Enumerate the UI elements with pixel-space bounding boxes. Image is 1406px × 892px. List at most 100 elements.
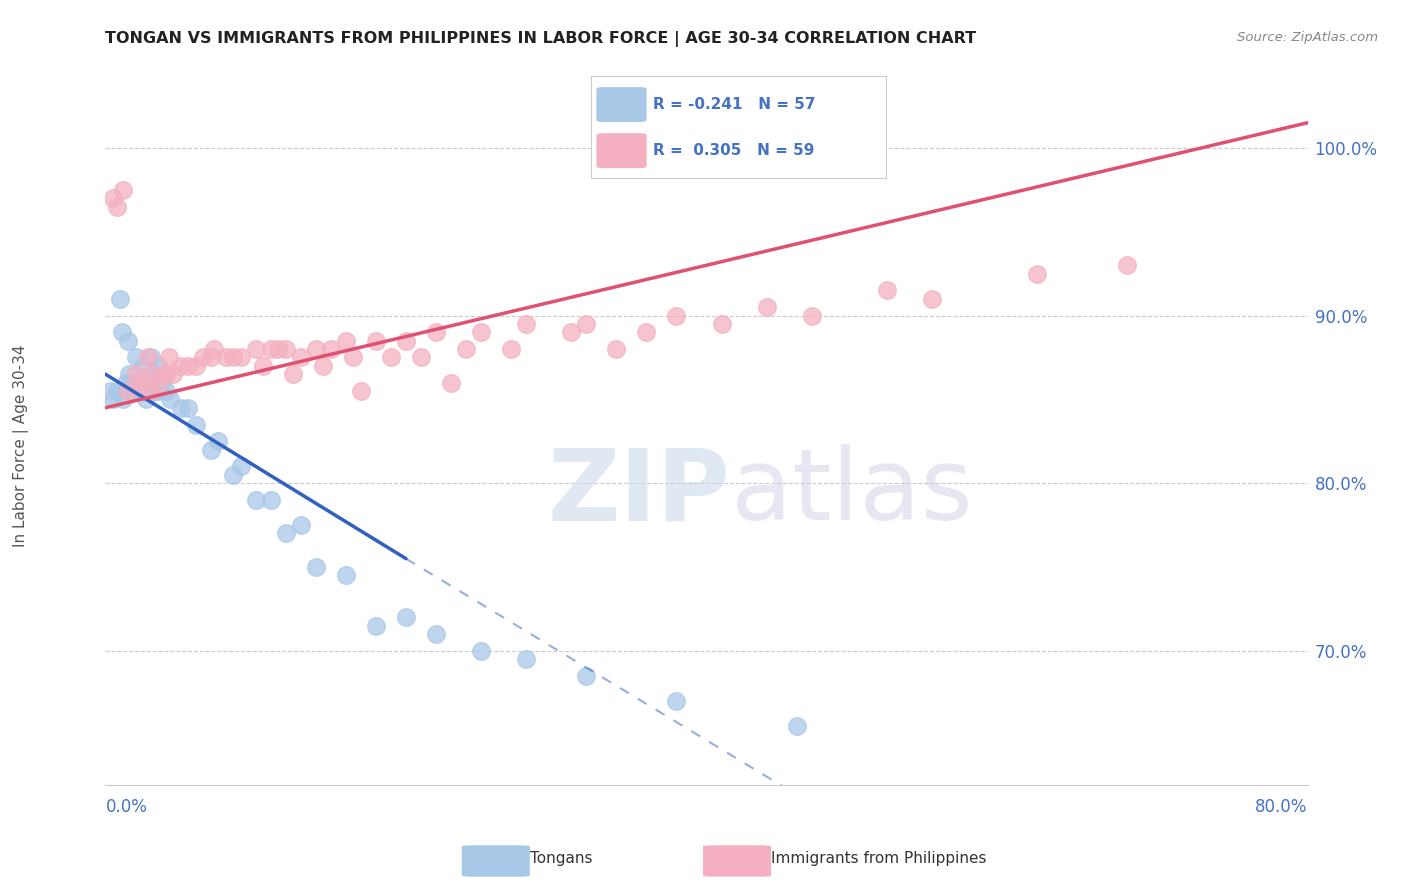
Point bbox=[260, 342, 283, 356]
Point bbox=[150, 376, 173, 390]
Text: In Labor Force | Age 30-34: In Labor Force | Age 30-34 bbox=[13, 344, 30, 548]
Point bbox=[515, 317, 537, 331]
Text: Source: ZipAtlas.com: Source: ZipAtlas.com bbox=[1237, 31, 1378, 45]
Point bbox=[605, 342, 627, 356]
Point bbox=[876, 284, 898, 298]
Point bbox=[214, 351, 236, 365]
Point bbox=[274, 526, 297, 541]
Point bbox=[380, 351, 402, 365]
Point bbox=[110, 292, 132, 306]
Point bbox=[139, 384, 162, 398]
Point bbox=[122, 376, 145, 390]
Point bbox=[425, 627, 447, 641]
Point bbox=[312, 359, 335, 373]
Point bbox=[146, 359, 169, 373]
Point bbox=[364, 618, 387, 632]
Point bbox=[143, 384, 166, 398]
Point bbox=[252, 359, 274, 373]
Point bbox=[159, 392, 181, 407]
Point bbox=[184, 359, 207, 373]
Point bbox=[128, 376, 150, 390]
FancyBboxPatch shape bbox=[596, 87, 647, 122]
Text: ZIP: ZIP bbox=[548, 444, 731, 541]
Point bbox=[274, 342, 297, 356]
Point bbox=[575, 669, 598, 683]
Point bbox=[202, 342, 225, 356]
Point bbox=[222, 351, 245, 365]
Point bbox=[501, 342, 523, 356]
Point bbox=[229, 351, 252, 365]
Text: 0.0%: 0.0% bbox=[105, 798, 148, 816]
Point bbox=[456, 342, 478, 356]
Point bbox=[131, 384, 153, 398]
Point bbox=[136, 376, 159, 390]
Point bbox=[636, 326, 658, 340]
Point bbox=[207, 434, 229, 449]
Point bbox=[800, 309, 823, 323]
Point bbox=[409, 351, 432, 365]
Point bbox=[121, 384, 143, 398]
Point bbox=[177, 359, 200, 373]
Point bbox=[139, 368, 162, 382]
Point bbox=[342, 351, 364, 365]
Point bbox=[395, 334, 418, 348]
Point bbox=[152, 368, 174, 382]
Point bbox=[107, 384, 129, 398]
Point bbox=[395, 610, 418, 624]
Point bbox=[124, 351, 146, 365]
Text: atlas: atlas bbox=[731, 444, 972, 541]
Point bbox=[155, 384, 177, 398]
Point bbox=[267, 342, 290, 356]
Point bbox=[290, 518, 312, 533]
Point bbox=[112, 392, 135, 407]
Point bbox=[155, 368, 177, 382]
Point bbox=[710, 317, 733, 331]
Point bbox=[117, 334, 139, 348]
Point bbox=[136, 351, 159, 365]
Point bbox=[1026, 267, 1049, 281]
Point bbox=[132, 376, 155, 390]
Point bbox=[245, 342, 267, 356]
Point bbox=[440, 376, 463, 390]
Point bbox=[200, 351, 222, 365]
Point bbox=[786, 719, 808, 733]
Point bbox=[118, 368, 141, 382]
Text: R =  0.305   N = 59: R = 0.305 N = 59 bbox=[652, 144, 814, 158]
Point bbox=[222, 467, 245, 482]
Point bbox=[139, 351, 162, 365]
Point bbox=[665, 309, 688, 323]
Point bbox=[155, 368, 177, 382]
Text: Immigrants from Philippines: Immigrants from Philippines bbox=[770, 851, 987, 866]
Point bbox=[124, 384, 146, 398]
Point bbox=[350, 384, 373, 398]
Point bbox=[335, 568, 357, 582]
Point bbox=[283, 368, 305, 382]
Point bbox=[101, 392, 124, 407]
Point bbox=[117, 384, 139, 398]
Point bbox=[921, 292, 943, 306]
Text: 80.0%: 80.0% bbox=[1256, 798, 1308, 816]
Point bbox=[260, 492, 283, 507]
Point bbox=[101, 191, 124, 205]
Point bbox=[470, 644, 492, 658]
Point bbox=[134, 384, 156, 398]
Point bbox=[111, 326, 134, 340]
Text: Tongans: Tongans bbox=[530, 851, 592, 866]
Text: TONGAN VS IMMIGRANTS FROM PHILIPPINES IN LABOR FORCE | AGE 30-34 CORRELATION CHA: TONGAN VS IMMIGRANTS FROM PHILIPPINES IN… bbox=[105, 31, 977, 47]
FancyBboxPatch shape bbox=[703, 846, 770, 877]
FancyBboxPatch shape bbox=[596, 133, 647, 168]
Point bbox=[141, 376, 163, 390]
Point bbox=[184, 417, 207, 432]
Point bbox=[1116, 258, 1139, 272]
Point bbox=[146, 376, 169, 390]
Point bbox=[665, 694, 688, 708]
Point bbox=[98, 384, 121, 398]
Point bbox=[229, 459, 252, 474]
Point bbox=[138, 376, 160, 390]
Point bbox=[139, 384, 162, 398]
Point bbox=[200, 442, 222, 457]
Point bbox=[305, 560, 328, 574]
Point bbox=[364, 334, 387, 348]
Point bbox=[129, 376, 152, 390]
Point bbox=[135, 392, 157, 407]
